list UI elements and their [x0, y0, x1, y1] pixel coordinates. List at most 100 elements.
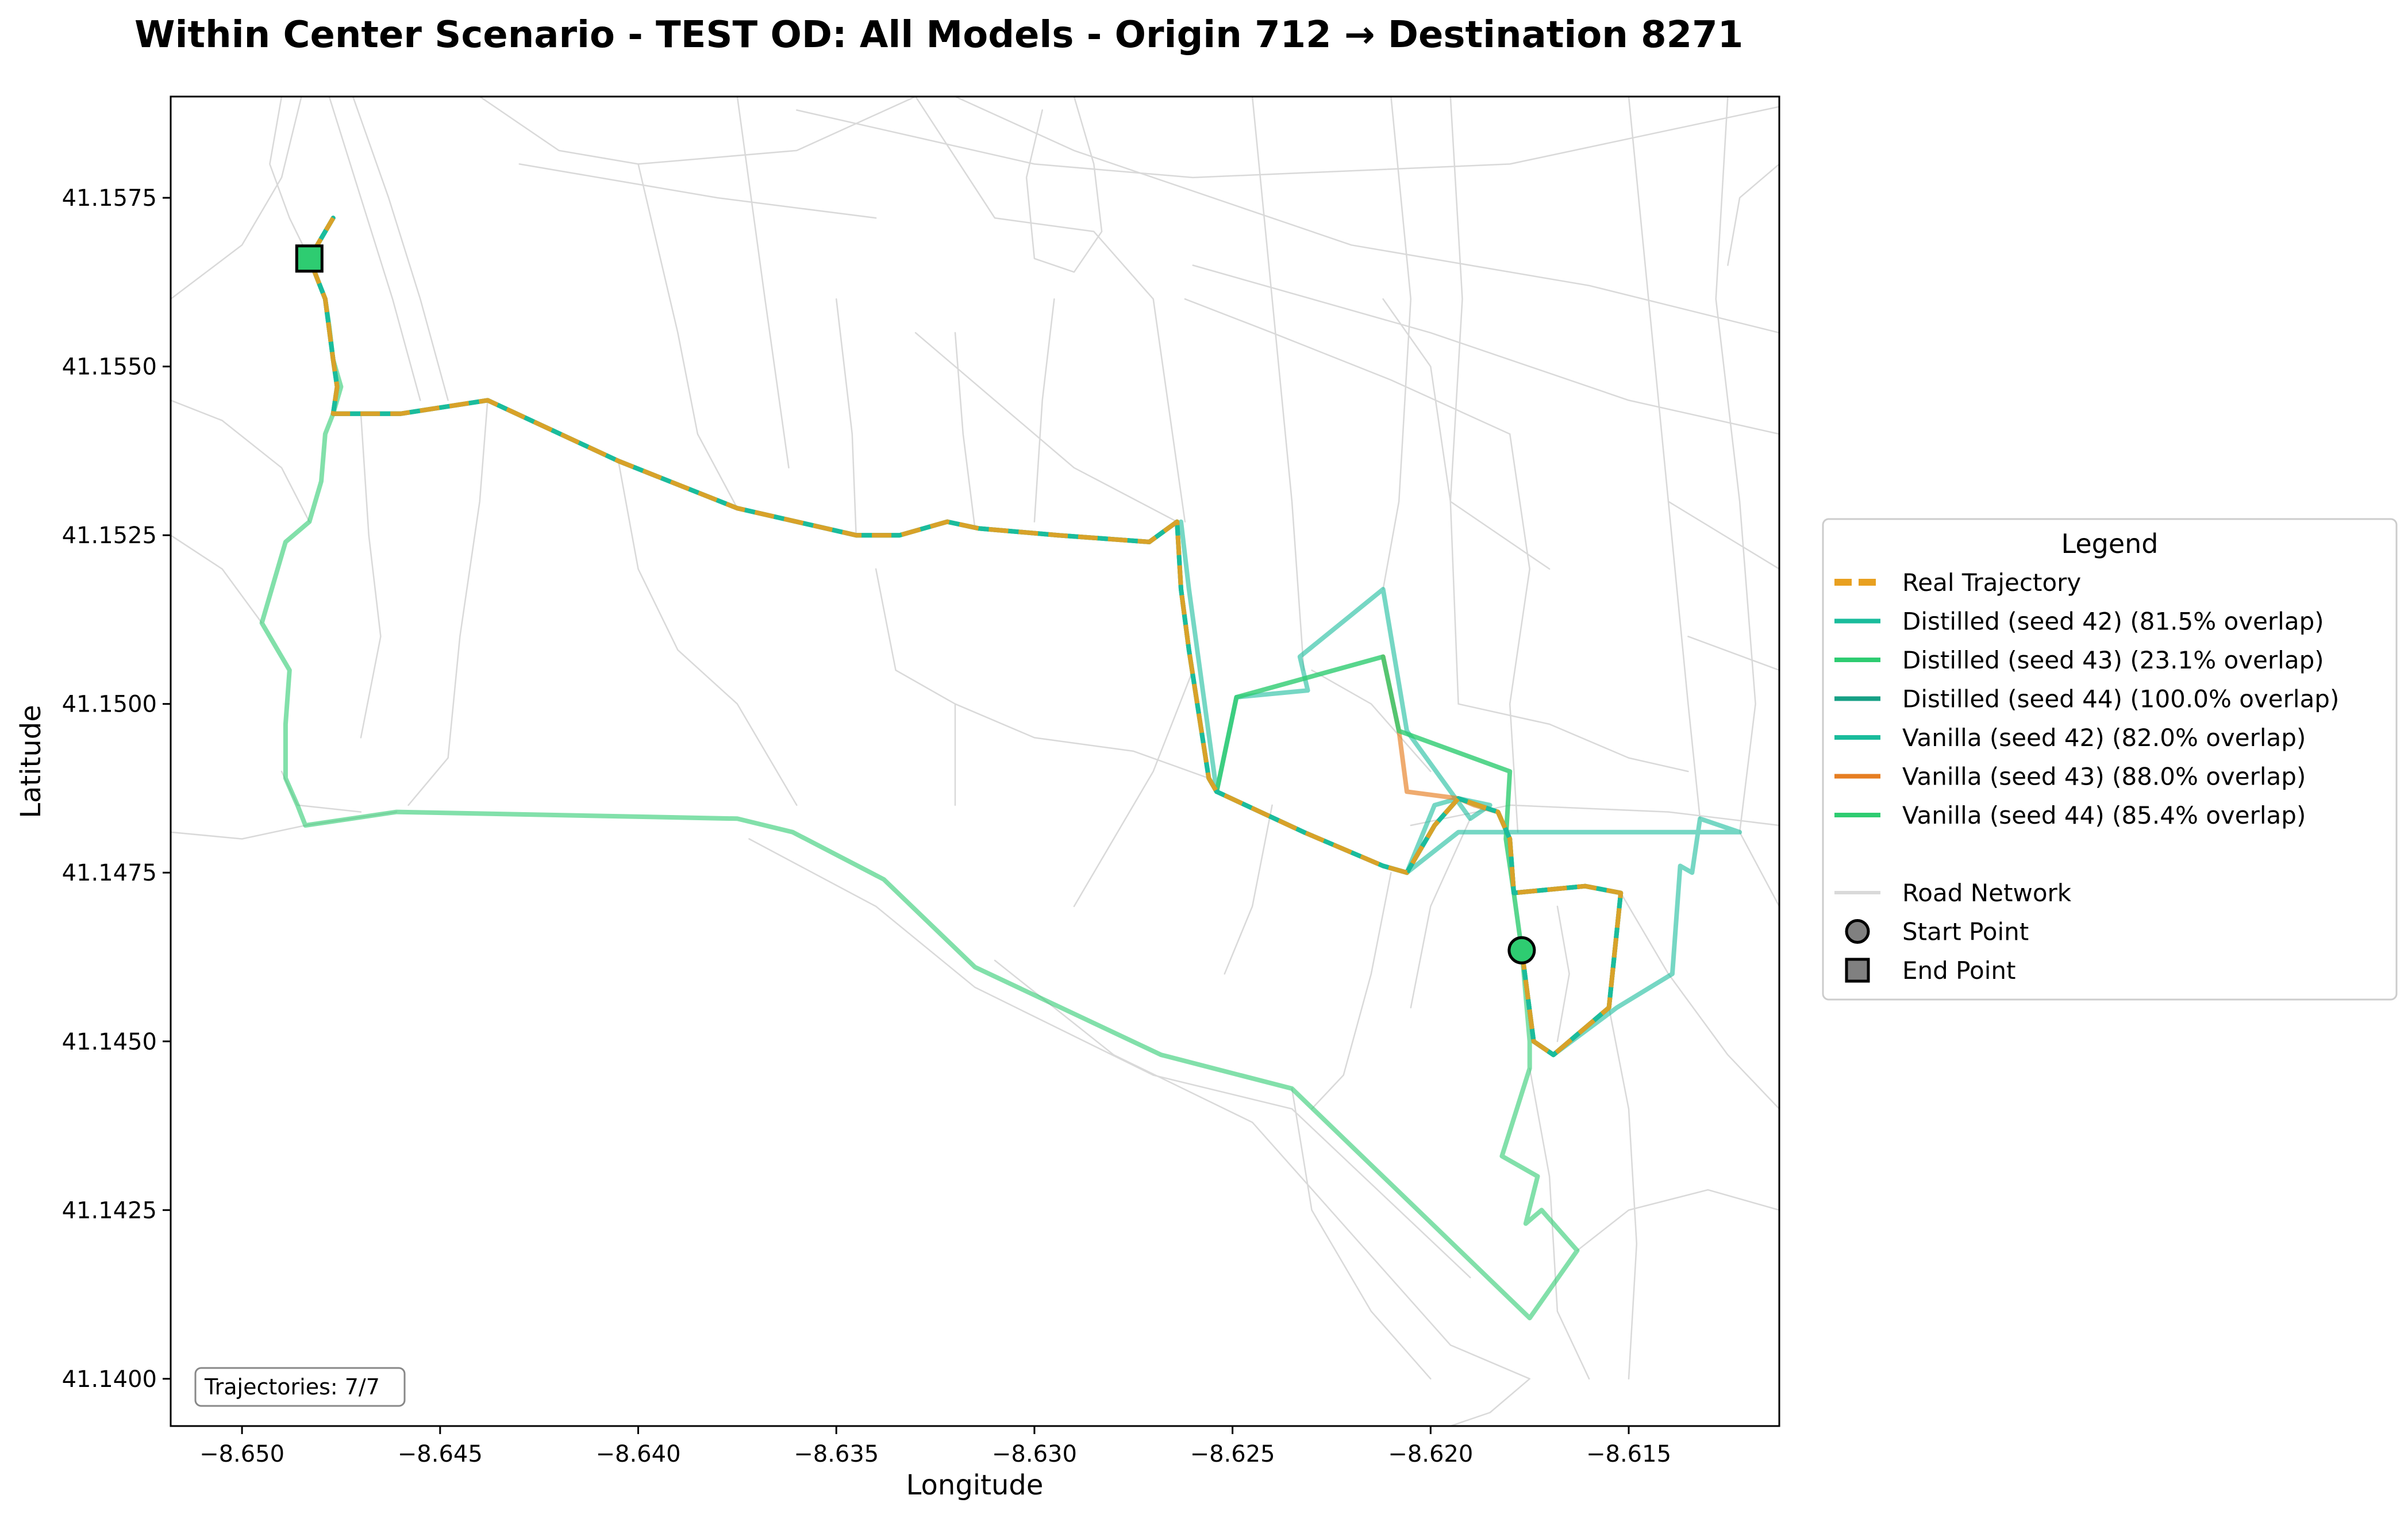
road-segment: [518, 163, 877, 219]
legend-label: Distilled (seed 42) (81.5% overlap): [1902, 608, 2324, 636]
series-line-1: [259, 256, 1580, 1321]
road-segment: [1291, 1087, 1432, 1380]
legend-label: Start Point: [1902, 918, 2029, 946]
road-segment: [1667, 501, 1779, 570]
y-tick-label: 41.1500: [62, 691, 157, 718]
road-segment: [1033, 298, 1055, 522]
road-segment: [994, 959, 1530, 1380]
legend-label: Real Trajectory: [1902, 568, 2081, 597]
road-segment: [1556, 905, 1570, 1043]
x-axis-label: Longitude: [906, 1469, 1044, 1501]
road-segment: [352, 97, 449, 401]
y-tick-label: 41.1525: [62, 522, 157, 549]
road-segment: [914, 97, 1186, 522]
road-segment: [748, 838, 1471, 1278]
x-tick-label: −8.625: [1190, 1441, 1275, 1467]
road-segment: [914, 332, 1178, 522]
series-line-2: [1179, 519, 1742, 1058]
road-segment: [1727, 163, 1779, 266]
legend-label: Vanilla (seed 43) (88.0% overlap): [1902, 763, 2306, 791]
x-tick-label: −8.645: [398, 1441, 483, 1467]
legend-label: Road Network: [1902, 879, 2072, 907]
road-segment: [1224, 804, 1273, 975]
road-segment: [954, 703, 1210, 779]
road-segment: [1251, 97, 1305, 671]
legend-swatch: [1845, 919, 1870, 944]
legend-label: Vanilla (seed 44) (85.4% overlap): [1902, 801, 2306, 829]
legend-label: Distilled (seed 44) (100.0% overlap): [1902, 685, 2339, 713]
chart-title: Within Center Scenario - TEST OD: All Mo…: [134, 14, 1743, 56]
annotation-box: [194, 1367, 406, 1407]
trajectory-series: [259, 216, 1742, 1321]
road-segment: [617, 460, 798, 806]
x-tick-label: −8.650: [199, 1441, 284, 1467]
road-segment: [328, 97, 421, 401]
road-segment: [1410, 818, 1471, 1009]
x-tick-label: −8.630: [992, 1441, 1077, 1467]
x-tick-label: −8.620: [1388, 1441, 1473, 1467]
road-segment: [1025, 97, 1103, 273]
road-segment: [1449, 1378, 1530, 1426]
legend-label: Distilled (seed 43) (23.1% overlap): [1902, 646, 2324, 674]
road-segment: [1449, 97, 1463, 705]
road-segment: [1576, 1189, 1779, 1251]
road-segment: [954, 332, 976, 529]
road-segment: [1382, 97, 1412, 590]
road-segment: [637, 163, 738, 509]
road-segment: [1509, 433, 1530, 833]
x-tick-label: −8.615: [1586, 1441, 1671, 1467]
legend-entries: Real Trajectory Distilled (seed 42) (81.5…: [1834, 568, 2339, 985]
road-segment: [875, 568, 956, 806]
road-segment: [1192, 264, 1779, 435]
y-tick-label: 41.1425: [62, 1197, 157, 1224]
od-markers: [295, 244, 1536, 964]
road-network: [171, 97, 1779, 1426]
road-segment: [1073, 669, 1194, 908]
x-axis-ticks: −8.650 −8.645 −8.640 −8.635 −8.630 −8.625 −8.6…: [199, 1426, 1671, 1467]
road-segment: [1311, 669, 1432, 773]
road-segment: [1715, 97, 1756, 833]
road-segment: [1608, 1006, 1638, 1380]
road-segment: [954, 97, 1779, 334]
road-segment: [1382, 298, 1551, 570]
road-segment: [360, 413, 382, 739]
road-segment: [1457, 703, 1689, 773]
trajectory-count-annotation: Trajectories: 7/7: [194, 1367, 406, 1407]
legend-box: [1822, 518, 2398, 1001]
road-segment: [1620, 892, 1779, 1110]
y-axis-label: Latitude: [15, 705, 47, 818]
road-segment: [171, 97, 302, 300]
road-segment: [736, 97, 790, 469]
y-tick-label: 41.1475: [62, 860, 157, 886]
legend-label: Vanilla (seed 42) (82.0% overlap): [1902, 724, 2306, 752]
series-line-7: [307, 217, 1624, 1058]
y-tick-label: 41.1575: [62, 185, 157, 212]
x-tick-label: −8.640: [595, 1441, 680, 1467]
legend-label: End Point: [1902, 956, 2015, 985]
end-point-marker: [295, 244, 324, 273]
road-segment: [1529, 1067, 1590, 1380]
road-segment: [171, 399, 310, 522]
road-segment: [1738, 831, 1779, 908]
road-segment: [796, 106, 1779, 179]
road-segment: [171, 534, 263, 624]
road-segment: [269, 97, 310, 260]
y-tick-label: 41.1450: [62, 1029, 157, 1055]
y-tick-label: 41.1550: [62, 354, 157, 381]
plot-frame: [170, 95, 1780, 1427]
start-point-marker: [1507, 936, 1536, 964]
legend-swatch: [1845, 958, 1870, 983]
legend: Legend Real Trajectory Distilled (seed 42…: [1822, 518, 2398, 1001]
x-tick-label: −8.635: [794, 1441, 879, 1467]
road-segment: [1687, 636, 1779, 671]
legend-title: Legend: [2061, 528, 2159, 559]
road-segment: [407, 399, 488, 806]
road-segment: [835, 298, 857, 536]
y-axis-ticks: 41.1400 41.1425 41.1450 41.1475 41.1500 41.15…: [62, 185, 171, 1393]
annotation-text: Trajectories: 7/7: [204, 1374, 380, 1400]
road-segment: [1410, 804, 1779, 827]
road-segment: [1311, 871, 1392, 1110]
road-segment: [1184, 298, 1511, 435]
y-tick-label: 41.1400: [62, 1366, 157, 1393]
